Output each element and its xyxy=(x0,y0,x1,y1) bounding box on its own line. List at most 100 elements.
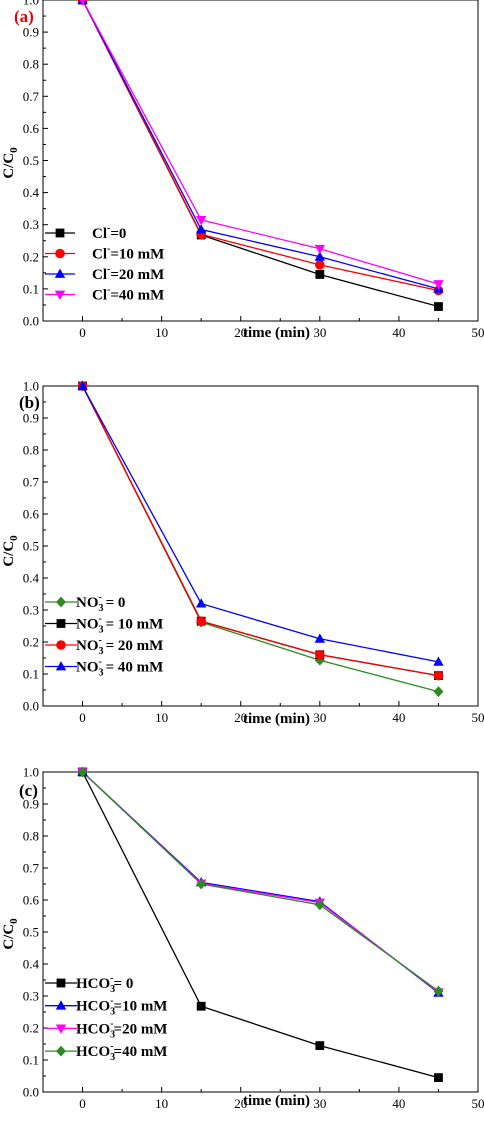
y-tick-label: 0.1 xyxy=(23,667,39,682)
series-line xyxy=(82,771,439,994)
legend-marker xyxy=(55,1024,67,1034)
y-tick-label: 0.0 xyxy=(23,314,39,329)
legend-entry: NO3- = 10 mM xyxy=(45,614,163,636)
y-tick-label: 0.0 xyxy=(23,699,39,714)
y-tick-label: 0.9 xyxy=(23,797,39,812)
panel-label: (a) xyxy=(14,7,34,26)
series-markers-3 xyxy=(77,381,444,681)
series-3 xyxy=(81,385,439,677)
y-tick-label: 0.6 xyxy=(23,893,40,908)
series-1 xyxy=(81,771,439,1079)
chart-panel-b: 0.0 0.1 0.2 0.3 0.4 0.5 0.6 0.7 0.8 0.9 1.0 0 10 20 30… xyxy=(1,379,484,728)
legend-marker xyxy=(56,1045,66,1057)
y-tick-label: 0.5 xyxy=(23,539,39,554)
y-tick-label: 0.1 xyxy=(23,1053,39,1068)
y-tick-label: 0.3 xyxy=(23,989,39,1004)
data-point xyxy=(314,633,326,643)
chart-panel-a: 0.0 0.1 0.2 0.3 0.4 0.5 0.6 0.7 0.8 0.9 1.0 0 10 20 30… xyxy=(1,0,484,341)
y-tick-label: 1.0 xyxy=(23,765,39,780)
data-point xyxy=(314,244,326,255)
x-tick-label: 20 xyxy=(234,710,247,725)
y-tick-label: 0.4 xyxy=(23,571,40,586)
series-line xyxy=(81,771,439,1079)
data-point xyxy=(314,899,325,911)
legend-entry: NO3- = 0 xyxy=(45,592,125,614)
y-tick-label: 0.3 xyxy=(23,217,39,232)
y-tick-label: 0.5 xyxy=(23,153,39,168)
y-tick-label: 0.8 xyxy=(23,829,39,844)
y-tick-label: 0.2 xyxy=(23,249,39,264)
y-tick-label: 0.7 xyxy=(23,89,40,104)
data-point xyxy=(434,302,443,311)
data-point xyxy=(196,878,207,890)
x-tick-label: 20 xyxy=(234,1096,247,1111)
y-tick-label: 0.8 xyxy=(23,443,39,458)
x-tick-label: 10 xyxy=(155,710,168,725)
legend-marker xyxy=(55,661,67,671)
legend-label: Cl-=0 xyxy=(92,223,126,242)
legend-entry: HCO3-=20 mM xyxy=(45,1018,167,1040)
series-markers-2 xyxy=(77,766,444,997)
x-tick-label: 10 xyxy=(155,325,168,340)
x-tick-label: 30 xyxy=(313,1096,326,1111)
x-tick-label: 0 xyxy=(79,1096,86,1111)
legend-label: HCO3-= 0 xyxy=(76,973,133,995)
y-tick-label: 0.3 xyxy=(23,603,39,618)
series-4 xyxy=(81,0,439,285)
series-line xyxy=(81,385,439,677)
series-markers-4 xyxy=(77,766,444,997)
panel-label: (b) xyxy=(19,393,40,412)
data-point xyxy=(434,1073,443,1082)
series-2 xyxy=(81,0,439,292)
x-tick-label: 20 xyxy=(234,325,247,340)
data-point xyxy=(314,251,326,261)
data-point xyxy=(433,280,444,290)
data-point xyxy=(195,598,207,608)
legend-marker xyxy=(56,596,66,608)
y-axis-label: C/C0 xyxy=(1,535,20,567)
data-point xyxy=(77,380,88,390)
data-point xyxy=(315,1041,325,1050)
data-point xyxy=(315,650,325,660)
series-markers-3 xyxy=(77,768,444,998)
y-tick-label: 0.0 xyxy=(23,1085,39,1100)
x-tick-label: 40 xyxy=(392,710,405,725)
legend-label: NO3- = 20 mM xyxy=(76,635,163,657)
y-tick-label: 0.9 xyxy=(23,411,39,426)
x-tick-label: 30 xyxy=(313,325,326,340)
series-3 xyxy=(82,771,439,993)
legend-label: NO3- = 10 mM xyxy=(76,614,163,636)
x-tick-label: 50 xyxy=(472,325,484,340)
y-axis-label: C/C0 xyxy=(1,918,20,950)
series-line xyxy=(81,0,439,290)
series-4 xyxy=(82,771,439,992)
y-tick-label: 0.6 xyxy=(23,507,40,522)
y-tick-label: 0.2 xyxy=(23,635,39,650)
legend-entry: NO3- = 40 mM xyxy=(45,657,163,679)
legend-marker xyxy=(55,248,65,259)
y-tick-label: 1.0 xyxy=(23,0,39,8)
x-tick-label: 0 xyxy=(79,325,86,340)
legend-label: Cl-=20 mM xyxy=(92,264,164,283)
legend-marker xyxy=(56,640,66,650)
y-tick-label: 0.8 xyxy=(23,57,39,72)
series-3 xyxy=(81,0,439,290)
data-point xyxy=(79,0,86,6)
legend-entry: Cl-=20 mM xyxy=(45,264,164,283)
chart-panel-c: 0.0 0.1 0.2 0.3 0.4 0.5 0.6 0.7 0.8 0.9 1.0 0 10 20 30… xyxy=(1,765,484,1112)
legend-marker xyxy=(56,978,66,988)
series-4 xyxy=(81,385,439,663)
series-markers-1 xyxy=(78,0,443,311)
legend-label: NO3- = 40 mM xyxy=(76,657,163,679)
legend-entry: HCO3-= 0 xyxy=(45,973,133,995)
data-point xyxy=(195,224,207,234)
data-point xyxy=(315,260,325,270)
series-markers-4 xyxy=(77,380,444,666)
legend-entry: Cl-=40 mM xyxy=(45,285,164,304)
legend-entry: HCO3-=10 mM xyxy=(45,996,167,1018)
x-tick-label: 40 xyxy=(392,325,405,340)
x-tick-label: 50 xyxy=(472,1096,484,1111)
panel-label: (c) xyxy=(19,781,38,800)
